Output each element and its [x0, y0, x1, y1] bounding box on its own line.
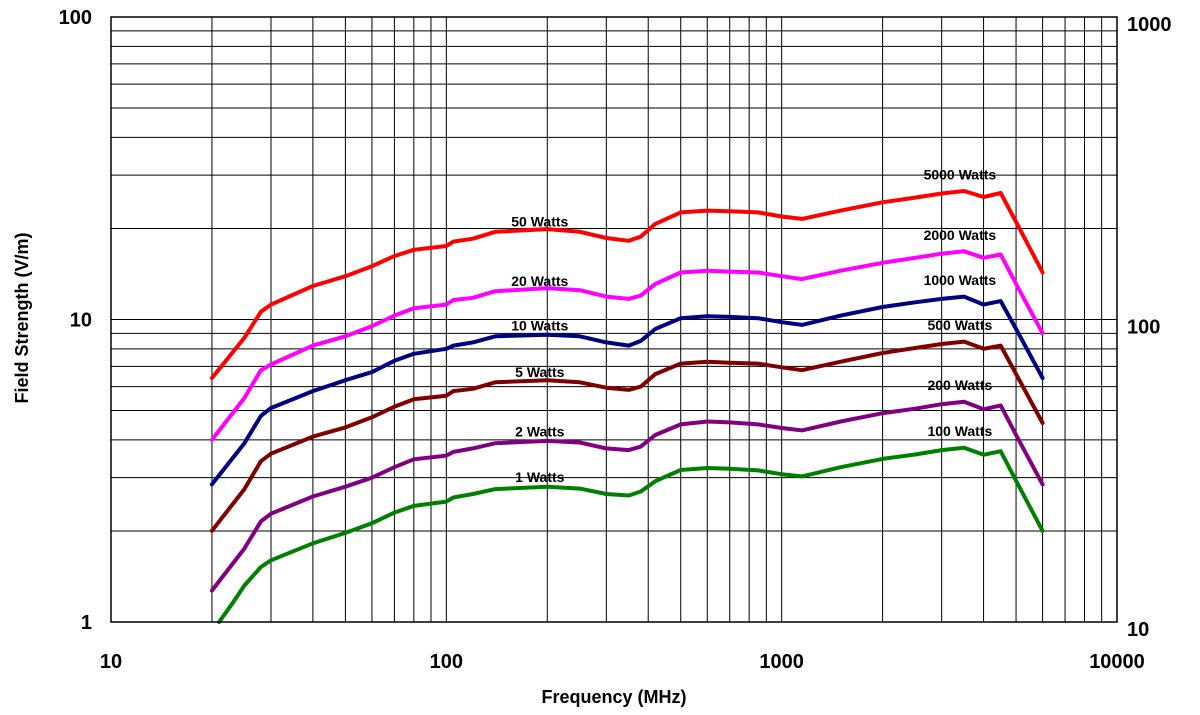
series-label: 1 Watts: [515, 469, 564, 485]
series-label-secondary: 2000 Watts: [924, 227, 997, 243]
x-tick-label: 1000: [759, 651, 804, 673]
tick-labels: 10 100 1000 10000 1 10 100 10 100 1000: [59, 7, 1172, 673]
series-line: [209, 249, 1045, 442]
series-line: [209, 189, 1045, 381]
series-line: [209, 339, 1045, 533]
x-tick-label: 10: [100, 651, 122, 673]
series-label: 10 Watts: [511, 317, 568, 333]
series-label-secondary: 200 Watts: [927, 377, 992, 393]
series-label: 5 Watts: [515, 364, 564, 380]
series-label-secondary: 100 Watts: [927, 423, 992, 439]
y2-tick-label: 1000: [1127, 14, 1172, 36]
series-line: [217, 445, 1045, 624]
series-line: [209, 294, 1045, 487]
series-labels: 50 Watts 5000 Watts 20 Watts 2000 Watts 10 W…: [511, 166, 996, 485]
series-label: 20 Watts: [511, 273, 568, 289]
y-tick-label: 100: [59, 7, 92, 29]
series-label: 2 Watts: [515, 423, 564, 439]
y-tick-label: 1: [81, 612, 92, 634]
series-label-secondary: 500 Watts: [927, 317, 992, 333]
series-line: [209, 399, 1045, 593]
plot-frame: [110, 16, 1118, 623]
y-tick-label: 10: [70, 310, 92, 332]
series-label: 50 Watts: [511, 214, 568, 230]
series-lines: [209, 189, 1045, 624]
series-label-secondary: 5000 Watts: [924, 166, 997, 182]
x-tick-label: 10000: [1089, 651, 1145, 673]
x-axis-title: Frequency (MHz): [541, 687, 686, 707]
series-label-secondary: 1000 Watts: [924, 272, 997, 288]
y2-tick-label: 100: [1127, 317, 1160, 339]
y-axis-title: Field Strength (V/m): [12, 232, 32, 403]
x-tick-label: 100: [430, 651, 463, 673]
y2-tick-label: 10: [1127, 619, 1149, 641]
